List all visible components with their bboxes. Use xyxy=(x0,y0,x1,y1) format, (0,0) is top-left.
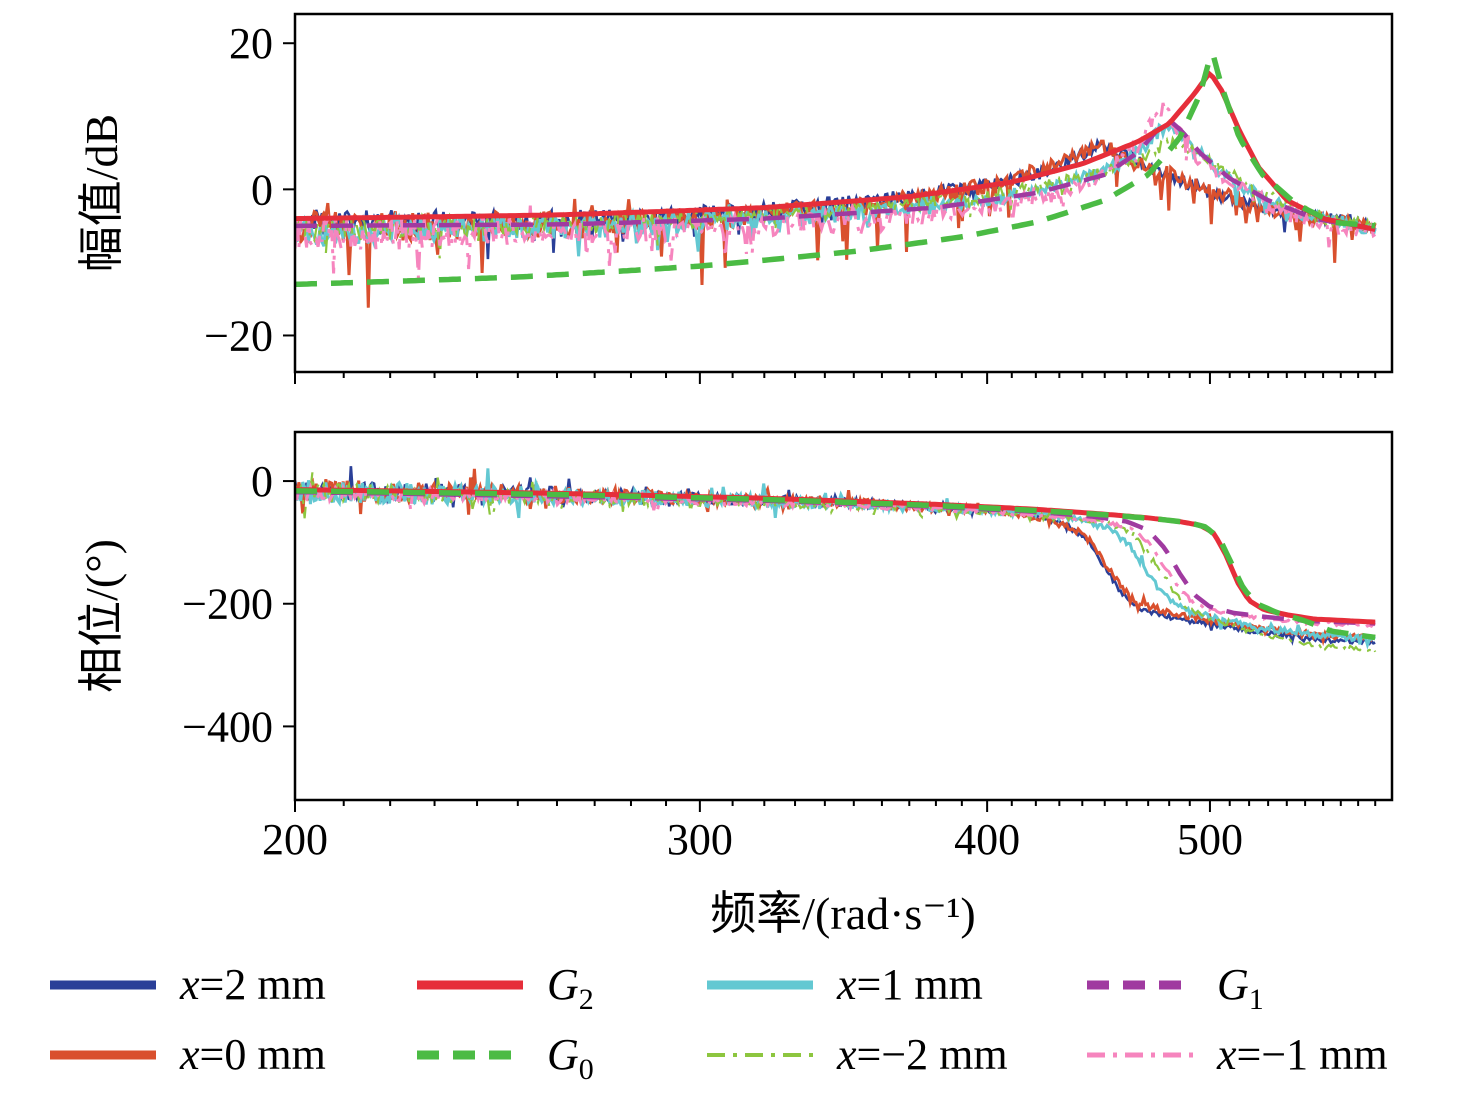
series-G2-plot1 xyxy=(295,487,1376,625)
legend-item-x2mm: x=2 mm xyxy=(48,963,415,1007)
x-tick-label: 200 xyxy=(262,815,328,864)
plot-box-0 xyxy=(293,12,1394,374)
x-tick-label: 300 xyxy=(667,815,733,864)
legend-label-G2: G2 xyxy=(547,960,594,1016)
series-G2-plot0 xyxy=(295,69,1376,232)
legend-label-xm2mm: x=−2 mm xyxy=(837,1030,1008,1079)
series-G0-plot0 xyxy=(295,48,1376,288)
y-tick-label: −400 xyxy=(182,702,273,751)
legend-label-G0: G0 xyxy=(547,1030,594,1086)
legend-item-G1: G1 xyxy=(1085,960,1476,1016)
legend-sample-line-x1mm xyxy=(707,980,813,990)
x-tick-label: 500 xyxy=(1177,815,1243,864)
legend-item-x1mm: x=1 mm xyxy=(705,963,1085,1007)
plot-box-1 xyxy=(293,430,1394,802)
series-G0-plot1 xyxy=(295,488,1376,641)
x-tick-label: 400 xyxy=(954,815,1020,864)
series-G1-plot0 xyxy=(295,119,1376,232)
legend-item-G0: G0 xyxy=(415,1030,705,1086)
y-tick-label: −20 xyxy=(204,311,273,360)
ticks-0 xyxy=(283,42,1377,384)
legend-sample-line-x2mm xyxy=(50,980,156,990)
y-tick-label: −200 xyxy=(182,580,273,629)
legend-sample-line-x0mm xyxy=(50,1050,156,1060)
legend-sample-line-xm2mm xyxy=(707,1053,813,1057)
y-tick-label: 0 xyxy=(251,165,273,214)
legend-sample-line-G1 xyxy=(1087,980,1193,990)
phase-axis-label: 相位/(°) xyxy=(76,539,127,693)
legend-label-G1: G1 xyxy=(1217,960,1264,1016)
y-tick-label: 0 xyxy=(251,457,273,506)
legend-label-x0mm: x=0 mm xyxy=(180,1030,326,1079)
frequency-axis-label: 频率/(rad·s⁻¹) xyxy=(710,888,976,939)
legend-sample-line-G2 xyxy=(417,980,523,990)
legend-label-x1mm: x=1 mm xyxy=(837,960,983,1009)
series-xm1mm-plot0 xyxy=(295,102,1377,279)
y-tick-label: 20 xyxy=(229,19,273,68)
plot-area-1 xyxy=(295,466,1377,653)
legend-sample-line-xm1mm xyxy=(1087,1052,1193,1058)
legend-label-x2mm: x=2 mm xyxy=(180,960,326,1009)
legend-item-G2: G2 xyxy=(415,960,705,1016)
ticks-1 xyxy=(283,480,1377,812)
legend-label-xm1mm: x=−1 mm xyxy=(1217,1030,1388,1079)
legend-item-xm1mm: x=−1 mm xyxy=(1085,1033,1476,1077)
legend-item-x0mm: x=0 mm xyxy=(48,1033,415,1077)
series-xm2mm-plot1 xyxy=(295,472,1377,653)
legend: x=2 mm G2 x=1 mm G1 x=0 mm G0 x=−2 mm x=−1 mm xyxy=(0,950,1476,1090)
legend-item-xm2mm: x=−2 mm xyxy=(705,1033,1085,1077)
plot-area-0 xyxy=(295,48,1377,308)
legend-sample-line-G0 xyxy=(417,1050,523,1060)
magnitude-axis-label: 幅值/dB xyxy=(76,113,127,273)
series-G1-plot1 xyxy=(295,489,1376,626)
